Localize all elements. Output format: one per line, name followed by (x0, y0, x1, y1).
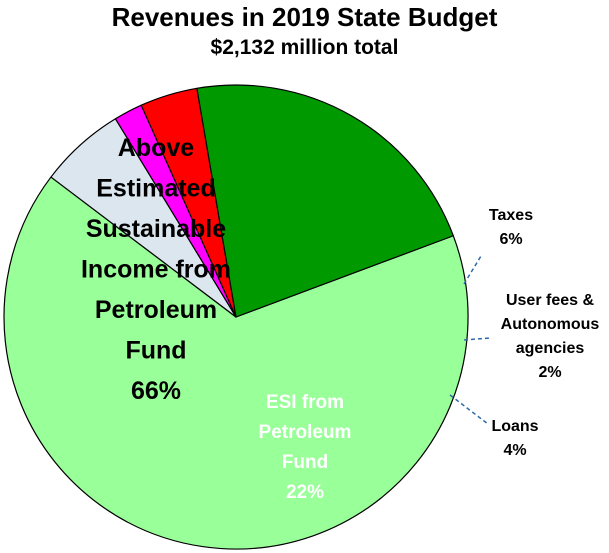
slice-label-line: Taxes (489, 207, 533, 224)
slice-label-line: agencies (516, 340, 585, 357)
slice-label-line: Fund (125, 337, 186, 365)
slice-label-loans: Loans 4% (491, 418, 538, 459)
slice-label-line: Income from (81, 256, 231, 284)
slice-label-line: 2% (538, 364, 561, 381)
slice-label-line: Loans (491, 418, 538, 435)
slice-label-line: Petroleum (95, 296, 217, 324)
slice-label-line: 4% (503, 442, 526, 459)
slice-label-above-esi: Above Estimated Sustainable Income from Petr… (81, 134, 231, 405)
chart-title: Revenues in 2019 State Budget (111, 2, 498, 32)
slice-label-esi: ESI from Petroleum Fund 22% (259, 392, 352, 503)
pie-slice-above-esi (3, 176, 469, 550)
slice-label-line: ESI from (266, 392, 344, 413)
slice-label-taxes: Taxes 6% (489, 207, 533, 248)
slice-label-line: Above (118, 134, 195, 162)
leader-line-user-fees (463, 337, 491, 341)
slice-label-line: 66% (131, 377, 181, 405)
slice-label-line: Autonomous (501, 316, 600, 333)
slice-label-user-fees: User fees & Autonomous agencies 2% (501, 292, 600, 381)
leader-line-loans (449, 394, 489, 425)
slice-label-line: Sustainable (86, 215, 226, 243)
slice-label-line: Fund (282, 452, 328, 473)
slice-label-line: 6% (499, 231, 522, 248)
leader-line-taxes (463, 255, 482, 285)
slice-label-line: 22% (286, 482, 324, 503)
slice-label-line: Estimated (96, 175, 215, 203)
slice-label-line: User fees & (506, 292, 594, 309)
pie-slice-esi (196, 84, 454, 318)
slice-label-line: Petroleum (259, 422, 352, 443)
chart-subtitle: $2,132 million total (210, 36, 399, 59)
